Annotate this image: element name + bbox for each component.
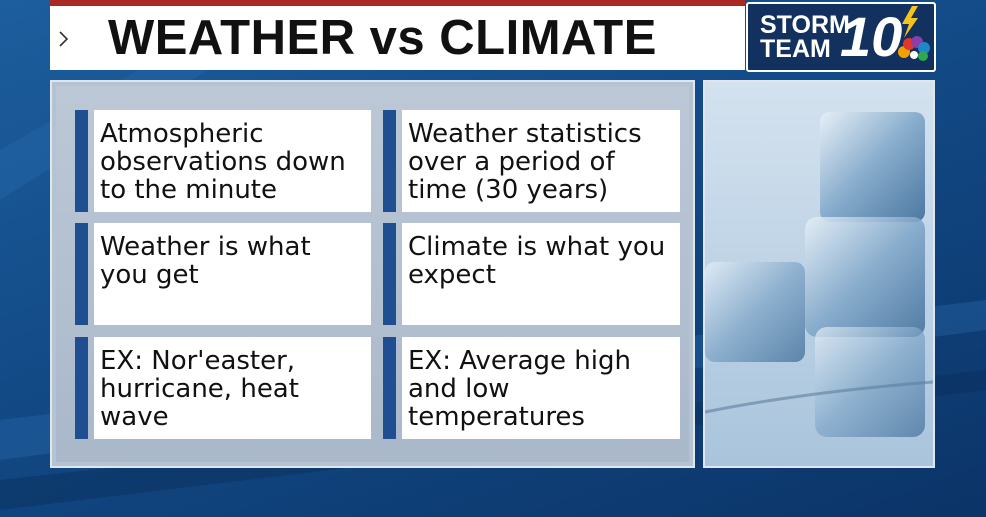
- card-accent: [383, 110, 396, 212]
- logo-number: 10: [840, 5, 903, 68]
- ice-image: [705, 82, 933, 466]
- card-text: EX: Average high and low temperatures: [402, 337, 680, 439]
- image-panel: [703, 80, 935, 468]
- card-accent: [75, 337, 88, 439]
- card-text: Climate is what you expect: [402, 223, 680, 325]
- card-accent: [383, 223, 396, 325]
- logo: STORM TEAM 10: [746, 2, 936, 72]
- card-text: Atmospheric observations down to the min…: [94, 110, 371, 212]
- card-accent: [75, 223, 88, 325]
- card-text: Weather is what you get: [94, 223, 371, 325]
- header-accent: [50, 0, 745, 6]
- card-accent: [383, 337, 396, 439]
- header-bar: [50, 6, 745, 70]
- logo-text: STORM: [760, 11, 850, 39]
- card-text: EX: Nor'easter, hurricane, heat wave: [94, 337, 371, 439]
- card-text: Weather statistics over a period of time…: [402, 110, 680, 212]
- logo-text: TEAM: [760, 35, 831, 63]
- chevron-icon: [59, 31, 69, 47]
- bolt-icon: [902, 6, 918, 38]
- card-accent: [75, 110, 88, 212]
- peacock-icon: [898, 36, 930, 61]
- title: WEATHER vs CLIMATE: [108, 11, 657, 65]
